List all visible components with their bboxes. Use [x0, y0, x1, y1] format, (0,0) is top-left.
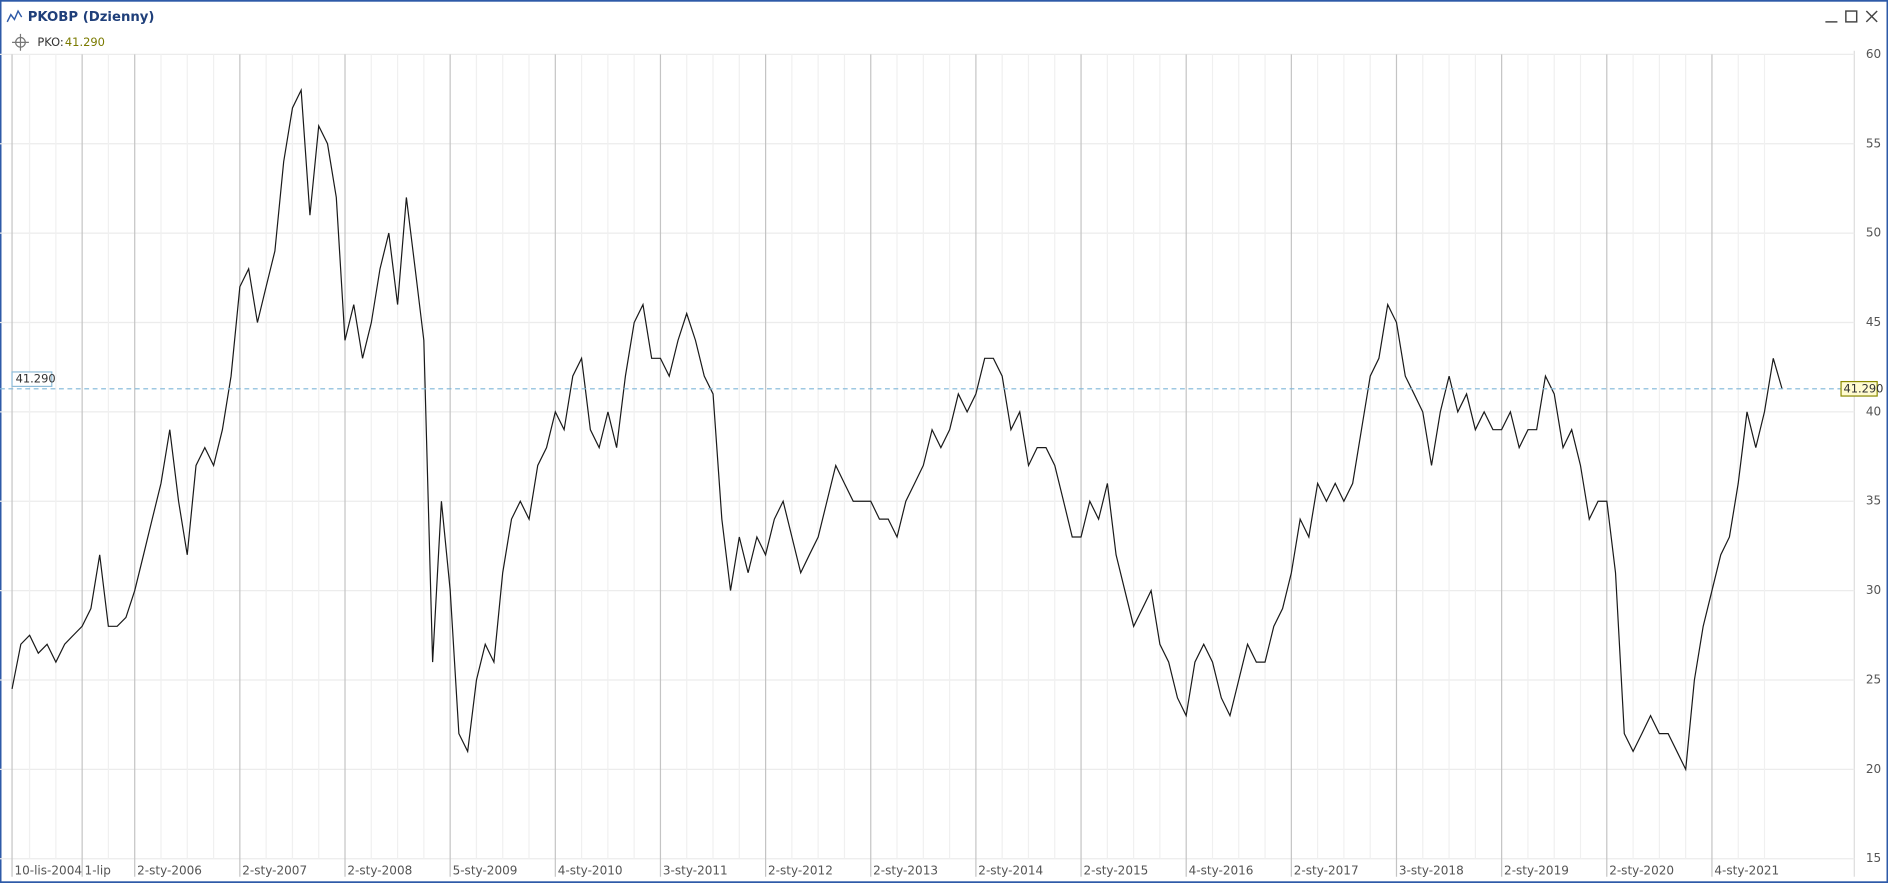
- x-tick-label: 5-sty-2009: [453, 863, 518, 877]
- y-tick-label: 30: [1866, 583, 1881, 597]
- price-tag-left: 41.290: [16, 372, 56, 386]
- y-tick-label: 60: [1866, 47, 1881, 61]
- x-tick-label: 2-sty-2012: [768, 863, 833, 877]
- legend-value: 41.290: [65, 35, 105, 49]
- x-tick-label: 4-sty-2021: [1714, 863, 1779, 877]
- x-tick-label: 1-lip: [85, 863, 111, 877]
- chart-icon: [6, 9, 23, 23]
- price-tag-right: 41.290: [1843, 381, 1883, 395]
- x-tick-label: 2-sty-2014: [978, 863, 1043, 877]
- plot-area: 15 20 25 30 35 40 45 50 55 60 10-lis-2004 1-lip 2-st…: [0, 47, 1883, 877]
- x-tick-label: 2-sty-2013: [873, 863, 938, 877]
- window-title: PKOBP (Dzienny): [28, 10, 155, 25]
- y-tick-label: 50: [1866, 226, 1881, 240]
- move-icon[interactable]: [12, 33, 29, 51]
- x-tick-label: 2-sty-2015: [1083, 863, 1148, 877]
- x-tick-label: 10-lis-2004: [14, 863, 82, 877]
- y-tick-label: 40: [1866, 404, 1881, 418]
- x-tick-label: 3-sty-2018: [1399, 863, 1464, 877]
- x-tick-label: 3-sty-2011: [663, 863, 728, 877]
- x-tick-label: 2-sty-2006: [137, 863, 202, 877]
- y-tick-label: 25: [1866, 672, 1881, 686]
- price-tag-left-box: [11, 371, 53, 388]
- maximize-button[interactable]: [1845, 10, 1858, 23]
- price-line: [11, 87, 1783, 772]
- y-tick-label: 35: [1866, 494, 1881, 508]
- y-tick-label: 20: [1866, 762, 1881, 776]
- y-tick-label: 45: [1866, 315, 1881, 329]
- legend-series: PKO:: [37, 35, 63, 49]
- x-tick-label: 2-sty-2008: [347, 863, 412, 877]
- x-tick-label: 2-sty-2007: [242, 863, 307, 877]
- price-tag-right-box: [1840, 380, 1878, 397]
- x-tick-label: 4-sty-2016: [1189, 863, 1254, 877]
- close-button[interactable]: [1865, 10, 1878, 23]
- x-tick-label: 4-sty-2010: [558, 863, 623, 877]
- y-tick-label: 15: [1866, 851, 1881, 865]
- x-tick-label: 2-sty-2019: [1504, 863, 1569, 877]
- y-tick-label: 55: [1866, 136, 1881, 150]
- x-tick-label: 2-sty-2017: [1294, 863, 1359, 877]
- x-tick-label: 2-sty-2020: [1609, 863, 1674, 877]
